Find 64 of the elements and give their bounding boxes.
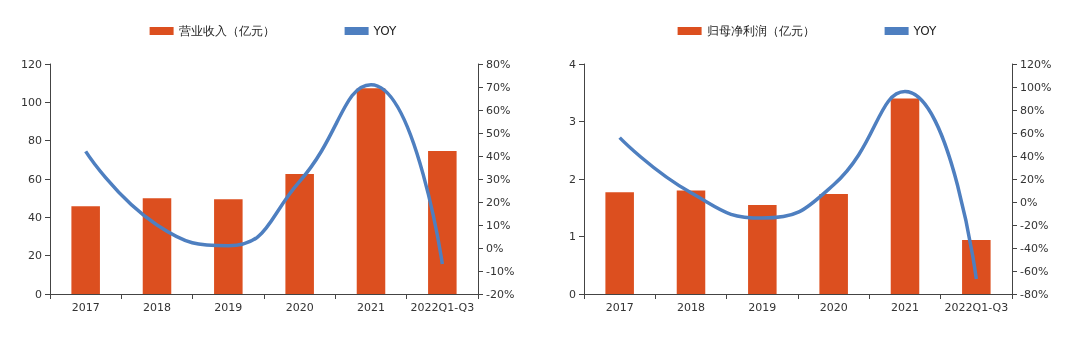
x-tick-label: 2017: [605, 301, 634, 314]
y2-tick-label: -80%: [1020, 287, 1049, 301]
bar: [890, 98, 920, 294]
y2-tick-label: 0%: [1020, 195, 1038, 209]
x-tick-label: 2019: [748, 301, 777, 314]
bar: [356, 88, 386, 294]
y2-tick-label: 60%: [1020, 126, 1045, 140]
y-tick-label: 3: [569, 115, 576, 128]
line-series: [83, 82, 445, 266]
x-tick-label: 2022Q1-Q3: [410, 301, 475, 314]
y-tick-label: 20: [28, 249, 42, 263]
y2-tick-label: 80%: [1020, 103, 1045, 117]
bar: [676, 190, 706, 294]
x-tick-label: 2021: [357, 301, 385, 314]
y2-tick-label: -60%: [1020, 264, 1049, 278]
legend-label: YOY: [372, 24, 398, 38]
y2-tick-label: 20%: [486, 195, 511, 209]
y-tick-label: 0: [35, 287, 42, 301]
bar: [142, 198, 172, 294]
y-tick-label: 2: [569, 172, 576, 186]
x-tick-label: 2020: [819, 301, 848, 314]
y2-tick-label: -20%: [486, 287, 515, 301]
y-tick-label: 40: [28, 210, 42, 224]
y-tick-label: 4: [569, 57, 576, 71]
y-tick-label: 120: [21, 57, 42, 71]
y2-tick-label: 80%: [486, 57, 511, 71]
y2-tick-label: 100%: [1020, 80, 1052, 94]
x-tick-label: 2017: [71, 301, 100, 314]
x-tick-label: 2018: [143, 301, 171, 314]
x-tick-label: 2021: [891, 301, 919, 314]
y2-tick-label: 70%: [486, 80, 511, 94]
x-tick-label: 2018: [677, 301, 705, 314]
y-tick-label: 0: [569, 287, 576, 301]
y2-tick-label: 30%: [486, 172, 511, 186]
x-tick-label: 2019: [214, 301, 243, 314]
y-tick-label: 60: [28, 172, 42, 186]
bar: [214, 199, 243, 294]
y2-tick-label: 50%: [486, 126, 511, 140]
y2-tick-label: 120%: [1020, 57, 1052, 71]
y2-tick-label: 40%: [486, 149, 511, 163]
y2-tick-label: 10%: [486, 218, 511, 232]
x-tick-label: 2022Q1-Q3: [944, 301, 1009, 314]
bar: [285, 174, 314, 294]
bar: [605, 192, 634, 294]
bar: [819, 193, 848, 294]
x-tick-label: 2020: [285, 301, 314, 314]
y2-tick-label: -20%: [1020, 218, 1049, 232]
y-tick-label: 100: [21, 95, 42, 109]
bar: [962, 239, 991, 294]
y2-tick-label: 20%: [1020, 172, 1045, 186]
y-tick-label: 1: [569, 230, 576, 243]
legend-label: 归母净利润（亿元）: [706, 24, 815, 38]
y2-tick-label: 40%: [1020, 149, 1045, 163]
bar: [748, 204, 777, 294]
y2-tick-label: 60%: [486, 103, 511, 117]
y-tick-label: 80: [28, 134, 42, 148]
y2-tick-label: -10%: [486, 264, 515, 278]
y2-tick-label: -40%: [1020, 241, 1049, 255]
line-series: [617, 89, 979, 281]
legend-label: YOY: [912, 24, 938, 38]
bar: [428, 151, 457, 294]
bar: [71, 206, 100, 294]
legend-label: 营业收入（亿元）: [178, 24, 275, 38]
y2-tick-label: 0%: [486, 241, 504, 255]
